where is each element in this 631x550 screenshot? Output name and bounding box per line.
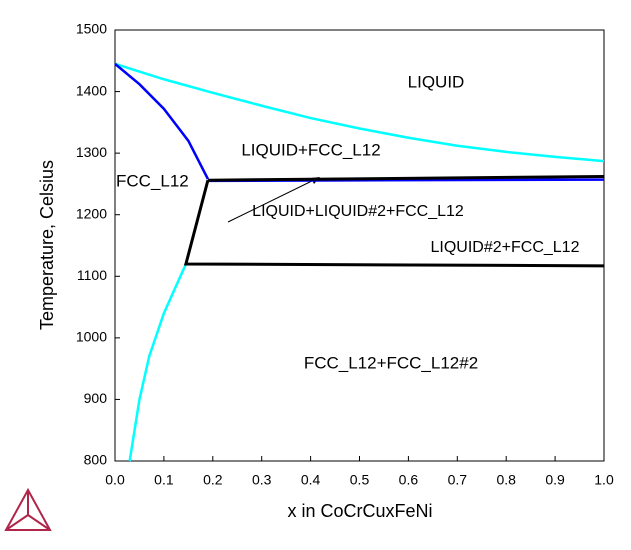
y-tick-label: 1300 [76,144,107,160]
y-tick-label: 1400 [76,82,107,98]
x-tick-label: 0.5 [350,472,370,488]
x-tick-label: 0.6 [399,472,419,488]
phase-boundary [207,175,605,182]
phase-label: FCC_L12 [116,171,189,190]
phase-label: LIQUID+LIQUID#2+FCC_L12 [252,203,464,220]
logo [4,487,52,531]
y-tick-label: 900 [84,390,108,406]
y-tick-label: 1000 [76,329,107,345]
x-tick-label: 0.4 [301,472,321,488]
phase-label: LIQUID+FCC_L12 [241,140,380,159]
x-tick-label: 0.1 [154,472,174,488]
y-tick-label: 1200 [76,205,107,221]
phase-label: LIQUID#2+FCC_L12 [431,239,580,256]
x-tick-label: 0.7 [448,472,468,488]
phase-boundary [183,179,605,268]
annotation-arrow [227,177,319,223]
x-tick-label: 0.0 [105,472,125,488]
y-axis-label: Temperature, Celsius [37,160,57,330]
phase-boundary [114,62,605,163]
x-tick-label: 0.8 [496,472,516,488]
y-tick-label: 1500 [76,21,107,37]
phase-boundary [128,263,188,462]
phase-boundary [114,62,210,180]
phase-label: FCC_L12+FCC_L12#2 [304,353,478,372]
x-tick-label: 0.9 [545,472,565,488]
x-tick-label: 0.2 [203,472,223,488]
x-axis-label: x in CoCrCuxFeNi [287,501,432,521]
x-tick-label: 1.0 [594,472,614,488]
x-tick-label: 0.3 [252,472,272,488]
y-tick-label: 800 [84,452,108,468]
phase-label: LIQUID [408,72,465,91]
y-tick-label: 1100 [77,267,107,283]
